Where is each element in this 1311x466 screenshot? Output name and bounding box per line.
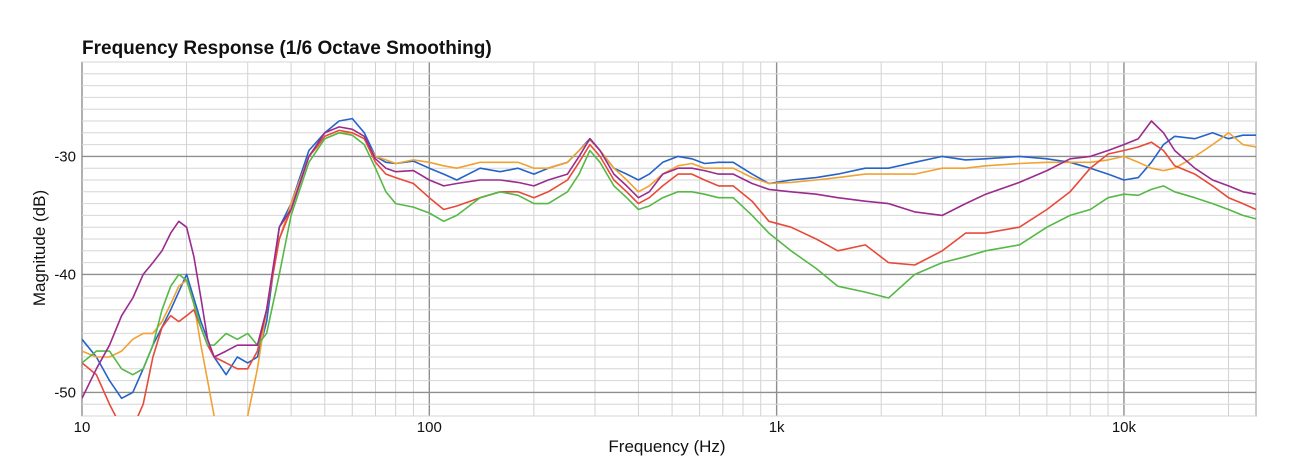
- series-line-1: [82, 117, 1256, 400]
- series-line-2: [82, 132, 1256, 416]
- series-line-4: [82, 132, 1256, 376]
- x-tick-label: 100: [417, 419, 442, 436]
- y-tick-label: -40: [54, 266, 76, 283]
- grid: [81, 61, 1256, 417]
- series-line-5: [82, 120, 1256, 399]
- series-line-3: [82, 129, 1256, 416]
- y-tick-label: -30: [54, 148, 76, 165]
- y-axis-label: Magnitude (dB): [30, 190, 49, 306]
- tick-labels: 10 100 1k 10k -30 -40 -50: [54, 148, 1136, 436]
- x-tick-label: 10k: [1112, 419, 1137, 436]
- x-axis-label: Frequency (Hz): [608, 437, 725, 456]
- x-tick-label: 10: [74, 419, 91, 436]
- y-tick-label: -50: [54, 384, 76, 401]
- series-group: [82, 117, 1256, 416]
- chart-title: Frequency Response (1/6 Octave Smoothing…: [82, 38, 492, 59]
- x-tick-label: 1k: [769, 419, 785, 436]
